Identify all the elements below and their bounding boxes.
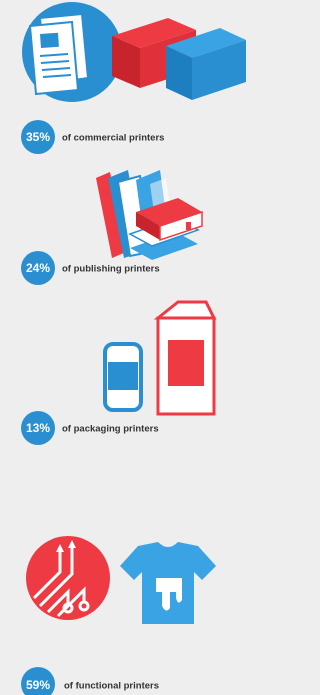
percent: 59% bbox=[26, 678, 50, 692]
percent: 24% bbox=[26, 261, 50, 275]
publishing-icon bbox=[96, 170, 202, 260]
item: 59% of functional printers bbox=[21, 667, 159, 695]
percent: 35% bbox=[26, 130, 50, 144]
commercial-icon bbox=[22, 0, 246, 102]
label: of commercial printers bbox=[62, 133, 164, 144]
item: 24% of publishing printers bbox=[21, 251, 160, 285]
label: of publishing printers bbox=[62, 264, 160, 275]
percent: 13% bbox=[26, 421, 50, 435]
item: 13% of packaging printers bbox=[21, 411, 159, 445]
label: of packaging printers bbox=[62, 424, 159, 435]
packaging-icon bbox=[105, 302, 214, 414]
label: of functional printers bbox=[64, 681, 159, 692]
functional-icon bbox=[26, 536, 216, 624]
page: {"items": [ {"percent": "35%", "label": … bbox=[0, 0, 260, 695]
infographic: 35% of commercial printers 24% of publis… bbox=[0, 0, 260, 695]
item: 35% of commercial printers bbox=[21, 120, 164, 154]
